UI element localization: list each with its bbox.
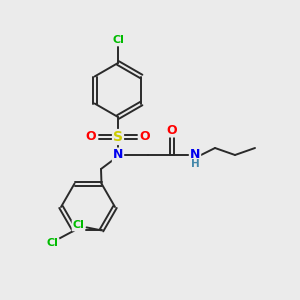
Text: O: O	[140, 130, 150, 143]
Text: Cl: Cl	[46, 238, 58, 248]
Text: H: H	[190, 159, 200, 169]
Text: Cl: Cl	[73, 220, 84, 230]
Text: O: O	[167, 124, 177, 136]
Text: N: N	[190, 148, 200, 161]
Text: N: N	[113, 148, 123, 161]
Text: S: S	[113, 130, 123, 144]
Text: Cl: Cl	[112, 35, 124, 45]
Text: O: O	[86, 130, 96, 143]
